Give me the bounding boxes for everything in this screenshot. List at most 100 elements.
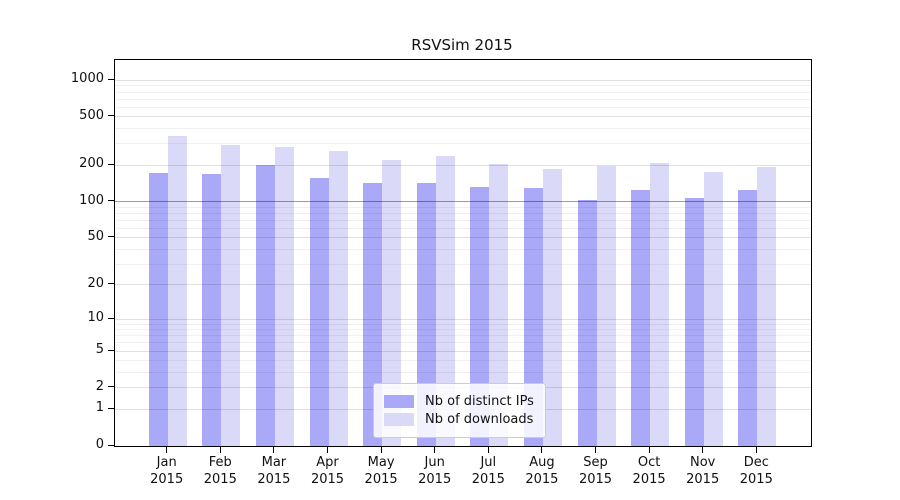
- y-tick-label: 20: [87, 275, 104, 291]
- bar-downloads: [435, 156, 455, 446]
- bar-distinct-ips: [363, 182, 383, 446]
- x-tick-label: Sep 2015: [564, 454, 628, 488]
- x-tick-mark: [166, 447, 168, 453]
- bar-downloads: [489, 163, 509, 446]
- bar-distinct-ips: [148, 173, 168, 446]
- bar-distinct-ips: [523, 187, 543, 446]
- x-tick-label-year: 2015: [150, 472, 184, 487]
- bar-downloads: [703, 171, 723, 446]
- minor-gridline: [115, 98, 811, 100]
- x-tick-label: Nov 2015: [671, 454, 735, 488]
- x-tick-label-year: 2015: [310, 472, 345, 487]
- x-tick-label-year: 2015: [257, 472, 291, 487]
- x-tick-label-year: 2015: [364, 472, 398, 487]
- minor-gridline: [115, 91, 811, 93]
- x-tick-label: Jan 2015: [135, 454, 199, 488]
- x-tick-mark: [273, 447, 275, 453]
- x-tick-label: Oct 2015: [617, 454, 681, 488]
- bar-downloads: [757, 167, 777, 446]
- y-tick-label: 100: [79, 192, 104, 208]
- y-tick-mark: [108, 78, 114, 80]
- x-tick-mark: [434, 447, 436, 453]
- bar-downloads: [542, 168, 562, 446]
- gridline: [115, 164, 811, 166]
- y-tick-mark: [108, 283, 114, 285]
- bar-downloads: [274, 146, 294, 446]
- minor-gridline: [115, 128, 811, 130]
- bar-downloads: [328, 151, 348, 446]
- bar-downloads: [596, 166, 616, 446]
- x-tick-label: Aug 2015: [510, 454, 574, 488]
- legend-item: Nb of distinct IPs: [384, 394, 534, 409]
- bar-distinct-ips: [684, 197, 704, 446]
- bar-downloads: [167, 136, 187, 446]
- x-tick-label-year: 2015: [632, 472, 666, 487]
- x-tick-mark: [219, 447, 221, 453]
- y-tick-mark: [108, 349, 114, 351]
- bar-downloads: [221, 145, 241, 446]
- bar-distinct-ips: [255, 165, 275, 446]
- x-tick-label: Jul 2015: [456, 454, 520, 488]
- legend-label: Nb of downloads: [425, 412, 534, 427]
- x-tick-label: Dec 2015: [724, 454, 788, 488]
- gridline: [115, 79, 811, 81]
- x-tick-label: Apr 2015: [296, 454, 360, 488]
- y-tick-mark: [108, 407, 114, 409]
- x-tick-mark: [487, 447, 489, 453]
- x-tick-label-year: 2015: [686, 472, 720, 487]
- bar-distinct-ips: [416, 183, 436, 446]
- bar-downloads: [650, 163, 670, 446]
- y-tick-label: 5: [95, 342, 104, 358]
- legend-swatch: [384, 395, 414, 408]
- x-tick-label-year: 2015: [525, 472, 559, 487]
- gridline: [115, 116, 811, 118]
- bar-distinct-ips: [309, 178, 329, 446]
- bar-distinct-ips: [470, 186, 490, 446]
- y-tick-mark: [108, 115, 114, 117]
- legend: Nb of distinct IPs Nb of downloads: [373, 383, 546, 438]
- x-tick-label-year: 2015: [739, 472, 773, 487]
- y-tick-label: 0: [95, 437, 104, 452]
- x-tick-mark: [541, 447, 543, 453]
- x-tick-mark: [595, 447, 596, 453]
- y-tick-mark: [108, 236, 114, 238]
- bar-distinct-ips: [631, 190, 651, 446]
- y-tick-mark: [108, 163, 114, 165]
- y-tick-label: 10: [87, 310, 104, 326]
- bar-distinct-ips: [577, 199, 597, 446]
- x-tick-label-year: 2015: [471, 472, 505, 487]
- y-tick-label: 1: [95, 400, 104, 416]
- y-tick-mark: [108, 317, 114, 319]
- x-tick-label-year: 2015: [578, 472, 613, 487]
- x-tick-label-year: 2015: [418, 472, 452, 487]
- y-tick-label: 1000: [70, 71, 104, 87]
- bar-distinct-ips: [202, 173, 222, 446]
- y-tick-mark: [108, 386, 114, 388]
- y-tick-mark: [108, 200, 114, 202]
- bar-distinct-ips: [738, 190, 758, 446]
- y-tick-label: 2: [95, 378, 104, 394]
- x-tick-label: Mar 2015: [242, 454, 306, 488]
- minor-gridline: [115, 106, 811, 108]
- x-tick-mark: [702, 447, 704, 453]
- legend-swatch: [384, 413, 414, 426]
- legend-item: Nb of downloads: [384, 412, 534, 427]
- minor-gridline: [115, 143, 811, 145]
- x-tick-label-year: 2015: [203, 472, 237, 487]
- minor-gridline: [115, 85, 811, 87]
- plot-area: Nb of distinct IPs Nb of downloads: [114, 59, 812, 447]
- x-tick-label: May 2015: [349, 454, 413, 488]
- legend-label: Nb of distinct IPs: [425, 394, 534, 409]
- x-tick-label: Jun 2015: [403, 454, 467, 488]
- y-tick-label: 50: [87, 228, 104, 244]
- x-tick-mark: [648, 447, 650, 453]
- y-tick-mark: [108, 444, 114, 446]
- x-tick-mark: [380, 447, 382, 453]
- x-tick-mark: [327, 447, 328, 453]
- x-tick-mark: [755, 447, 757, 453]
- y-tick-label: 200: [79, 156, 104, 172]
- bar-downloads: [382, 160, 402, 446]
- x-tick-label: Feb 2015: [188, 454, 252, 488]
- chart-title: RSVSim 2015: [411, 36, 513, 54]
